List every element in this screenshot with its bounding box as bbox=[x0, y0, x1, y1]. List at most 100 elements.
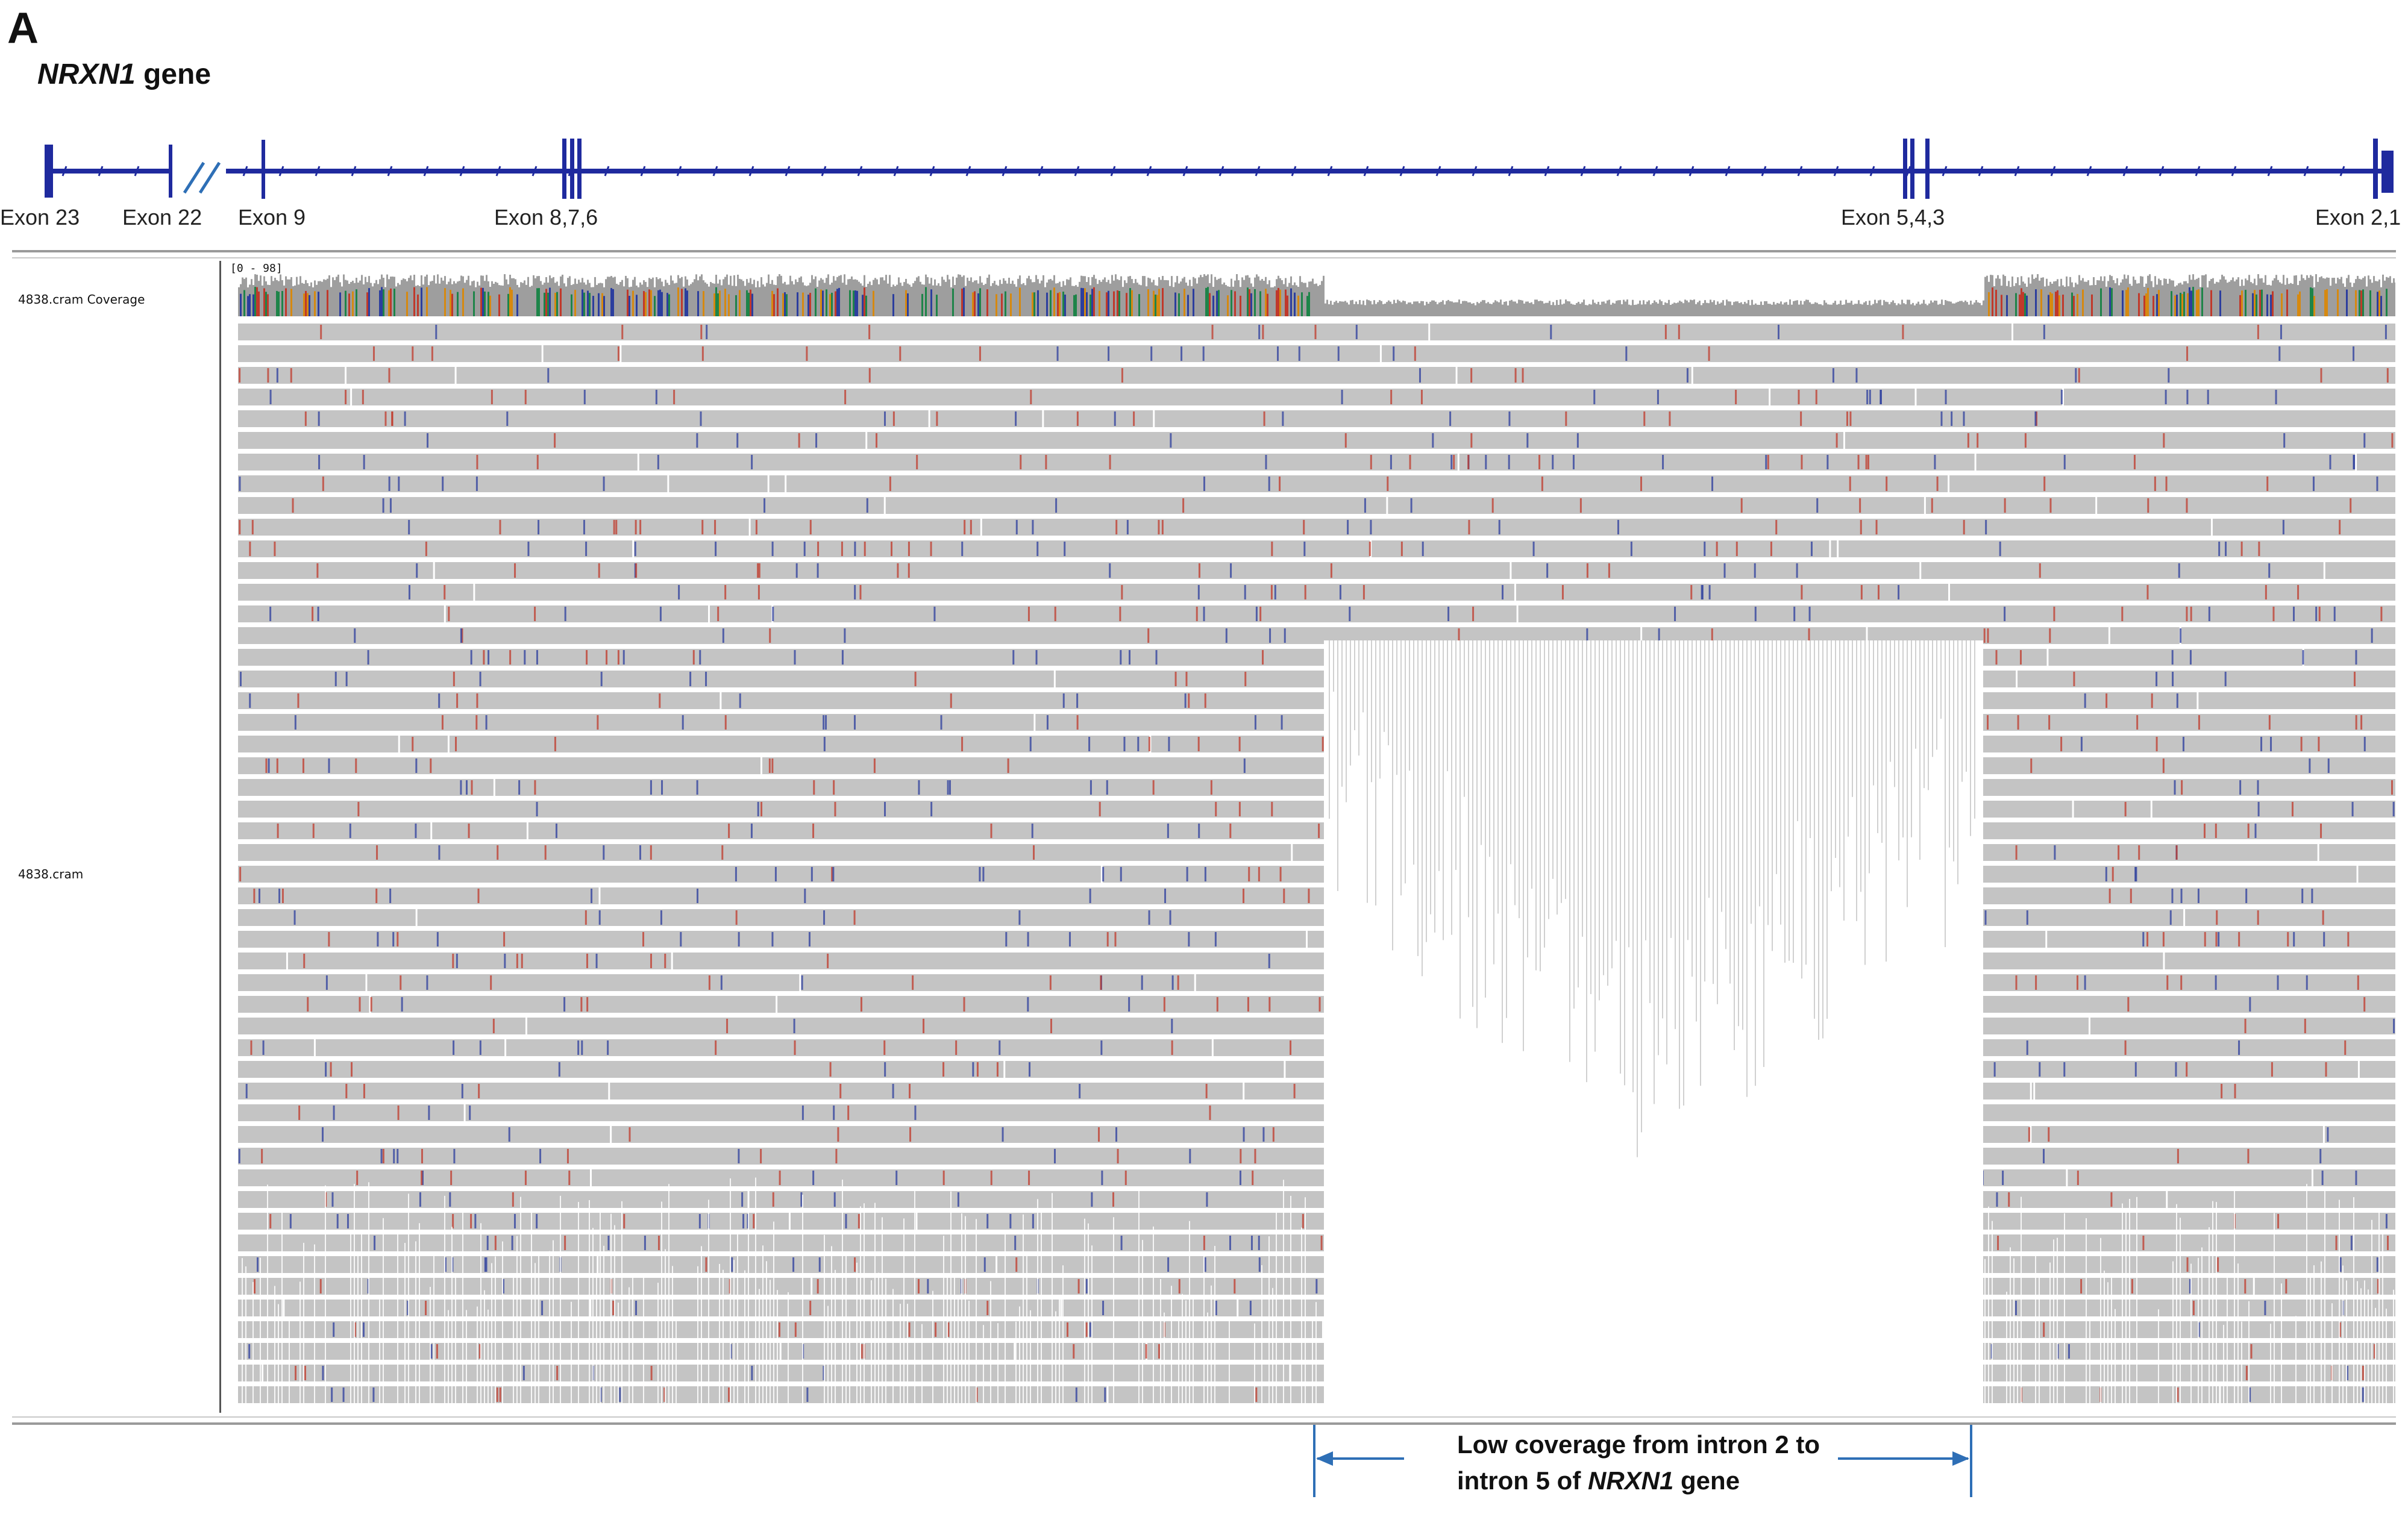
bottom-gap-streak bbox=[878, 1272, 879, 1406]
mismatch-tick bbox=[2198, 715, 2200, 730]
mismatch-tick bbox=[2015, 1301, 2017, 1315]
coverage-bar bbox=[2301, 274, 2303, 316]
mismatch-tick bbox=[1526, 433, 1529, 448]
coverage-bar bbox=[1780, 301, 1782, 316]
coverage-track-name[interactable]: 4838.cram Coverage bbox=[18, 292, 145, 307]
mismatch-tick bbox=[345, 390, 347, 404]
mismatch-tick bbox=[598, 563, 600, 578]
coverage-bar bbox=[2294, 275, 2295, 316]
coverage-bar bbox=[1547, 302, 1549, 316]
bottom-gap-streak bbox=[553, 1240, 554, 1406]
mismatch-tick bbox=[715, 1040, 717, 1055]
read-gap bbox=[2030, 1083, 2032, 1100]
mismatch-tick bbox=[521, 954, 523, 968]
mismatch-tick bbox=[1370, 455, 1372, 469]
mismatch-tick bbox=[678, 585, 680, 599]
mismatch-tick bbox=[370, 997, 372, 1012]
mismatch-tick bbox=[1180, 346, 1183, 361]
coverage-bar bbox=[357, 282, 359, 316]
bottom-gap-streak bbox=[2086, 1218, 2087, 1406]
mismatch-tick bbox=[2008, 1192, 2010, 1207]
mismatch-tick bbox=[1036, 542, 1039, 556]
coverage-bar bbox=[2120, 282, 2122, 316]
bottom-gap-streak bbox=[788, 1292, 789, 1406]
coverage-bar bbox=[1934, 300, 1936, 316]
coverage-bar bbox=[1643, 300, 1645, 316]
mismatch-tick bbox=[2043, 477, 2046, 491]
coverage-variant-bar bbox=[2190, 290, 2192, 316]
alignment-track-name[interactable]: 4838.cram bbox=[18, 867, 84, 881]
coverage-bar bbox=[1413, 301, 1415, 316]
alignment-data-panel[interactable] bbox=[226, 261, 2395, 1413]
bottom-gap-streak bbox=[831, 1246, 832, 1406]
coverage-variant-bar bbox=[826, 289, 827, 316]
mismatch-tick bbox=[2075, 368, 2077, 383]
fragment-line bbox=[1582, 640, 1583, 937]
mismatch-tick bbox=[753, 1214, 755, 1228]
coverage-bar bbox=[350, 282, 352, 316]
mismatch-tick bbox=[1880, 390, 1882, 404]
coverage-bar bbox=[824, 283, 826, 316]
coverage-variant-bar bbox=[2259, 290, 2261, 316]
coverage-bar bbox=[1854, 304, 1856, 316]
coverage-variant-bar bbox=[1254, 289, 1256, 316]
coverage-bar bbox=[1993, 286, 1995, 316]
bottom-gap-streak bbox=[1084, 1218, 1085, 1406]
coverage-bar bbox=[1171, 276, 1173, 316]
coverage-bar bbox=[2342, 283, 2344, 316]
coverage-bar bbox=[2348, 275, 2350, 316]
coverage-variant-bar bbox=[728, 294, 730, 316]
mismatch-tick bbox=[1076, 411, 1079, 426]
coverage-bar bbox=[1527, 301, 1529, 316]
mismatch-tick bbox=[2257, 780, 2259, 795]
coverage-variant-bar bbox=[536, 288, 538, 316]
coverage-bar bbox=[1807, 299, 1809, 316]
coverage-bar bbox=[2199, 287, 2201, 316]
mismatch-tick bbox=[2080, 737, 2083, 751]
read-gap bbox=[1640, 627, 1643, 644]
mismatch-tick bbox=[779, 1171, 781, 1185]
mismatch-tick bbox=[2043, 325, 2045, 339]
mismatch-tick bbox=[883, 411, 886, 426]
coverage-bar bbox=[422, 284, 424, 316]
bottom-gap-streak bbox=[2111, 1276, 2112, 1406]
coverage-bar bbox=[1692, 300, 1693, 316]
coverage-bar bbox=[1641, 304, 1643, 316]
mismatch-tick bbox=[1171, 1040, 1173, 1055]
bottom-gap-streak bbox=[2107, 1282, 2109, 1406]
coverage-bar bbox=[1149, 278, 1151, 316]
coverage-bar bbox=[527, 277, 529, 316]
coverage-bar bbox=[1610, 304, 1612, 316]
mismatch-tick bbox=[2175, 1062, 2177, 1077]
bottom-gap-streak bbox=[1211, 1285, 1212, 1406]
coverage-bar bbox=[1008, 277, 1010, 316]
bottom-gap-streak bbox=[947, 1275, 948, 1406]
bottom-gap-streak bbox=[618, 1303, 619, 1406]
mismatch-tick bbox=[970, 520, 972, 534]
mismatch-tick bbox=[547, 368, 550, 383]
coverage-bar bbox=[1964, 300, 1966, 316]
mismatch-tick bbox=[586, 997, 589, 1012]
mismatch-tick bbox=[1100, 1040, 1103, 1055]
mismatch-tick bbox=[1400, 542, 1403, 556]
coverage-bar bbox=[1836, 304, 1838, 316]
coverage-bar bbox=[563, 283, 565, 316]
fragment-line bbox=[1552, 640, 1554, 879]
coverage-variant-bar bbox=[715, 287, 717, 316]
mismatch-tick bbox=[1390, 390, 1393, 404]
mismatch-tick bbox=[724, 715, 727, 730]
bottom-gap-streak bbox=[965, 1216, 966, 1406]
intron-chevron bbox=[242, 166, 248, 177]
mismatch-tick bbox=[345, 672, 348, 686]
coverage-bar bbox=[2209, 281, 2210, 316]
coverage-bar bbox=[1616, 301, 1617, 316]
mismatch-tick bbox=[2034, 411, 2037, 426]
coverage-bar bbox=[2203, 275, 2205, 316]
mismatch-tick bbox=[2287, 932, 2289, 946]
read-gap bbox=[2088, 1018, 2090, 1034]
mismatch-tick bbox=[2225, 542, 2227, 556]
coverage-variant-bar bbox=[1147, 289, 1149, 316]
mismatch-tick bbox=[251, 520, 254, 534]
coverage-bar bbox=[1880, 299, 1881, 316]
mismatch-tick bbox=[720, 975, 723, 990]
